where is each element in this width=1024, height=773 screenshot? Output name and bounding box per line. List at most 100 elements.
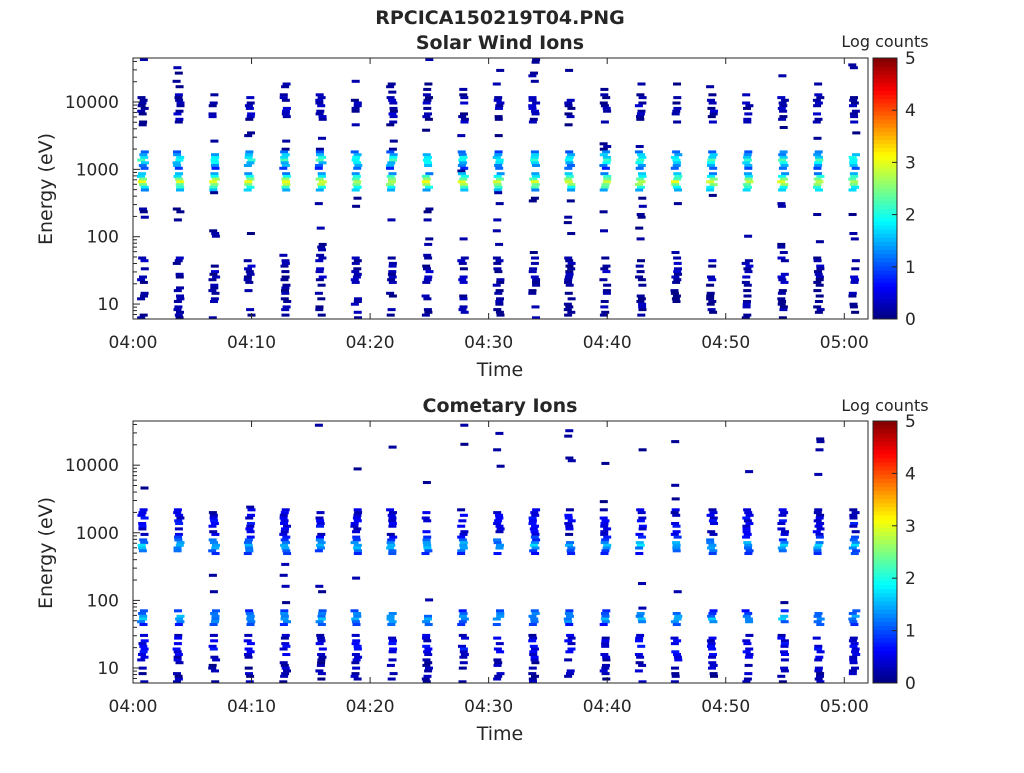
heatmap-cell <box>600 87 609 91</box>
y-tick-label: 100 <box>87 228 119 248</box>
colorbar-swatch <box>873 527 897 532</box>
colorbar-swatch <box>873 470 897 475</box>
heatmap-cell <box>672 543 681 547</box>
heatmap-cell <box>848 291 857 295</box>
heatmap-cell <box>813 153 822 157</box>
heatmap-cell <box>318 155 327 159</box>
heatmap-cell <box>567 459 576 463</box>
heatmap-cell <box>279 532 288 536</box>
colorbar-swatch <box>873 102 897 108</box>
heatmap-cell <box>600 532 609 536</box>
heatmap-cell <box>210 655 219 659</box>
heatmap-cell <box>423 674 432 678</box>
heatmap-cell <box>174 653 183 657</box>
colorbar-swatch <box>873 494 897 500</box>
colorbar-swatch <box>873 233 897 238</box>
heatmap-cell <box>778 188 787 192</box>
heatmap-cell <box>530 617 539 621</box>
heatmap-cell <box>637 617 646 621</box>
heatmap-cell <box>282 109 290 113</box>
heatmap-cell <box>316 522 325 526</box>
colorbar-swatch <box>873 115 897 120</box>
heatmap-cell <box>816 672 825 676</box>
heatmap-cell <box>459 543 468 547</box>
heatmap-cell <box>850 237 859 241</box>
heatmap-cell <box>211 291 220 295</box>
colorbar-tick-label: 5 <box>905 412 916 432</box>
colorbar-swatch <box>873 556 897 561</box>
heatmap-cell <box>457 623 466 627</box>
heatmap-cell <box>209 513 218 517</box>
heatmap-cell <box>638 524 647 528</box>
heatmap-cell <box>353 185 362 189</box>
heatmap-cell <box>423 87 432 91</box>
heatmap-cell <box>318 248 326 252</box>
heatmap-cell <box>424 155 432 159</box>
heatmap-cell <box>565 305 574 309</box>
colorbar-swatch <box>873 106 897 112</box>
heatmap-cell <box>458 680 467 684</box>
heatmap-cell <box>458 614 467 618</box>
heatmap-cell <box>779 126 788 130</box>
colorbar-swatch <box>873 245 897 251</box>
heatmap-cell <box>386 313 395 317</box>
heatmap-cell <box>635 226 644 230</box>
heatmap-cell <box>849 644 858 648</box>
heatmap-cell <box>709 549 718 553</box>
heatmap-cell <box>743 294 752 298</box>
colorbar-tick-label: 1 <box>905 258 916 278</box>
heatmap-cell <box>424 310 433 314</box>
heatmap-cell <box>173 546 182 550</box>
y-axis-label: Energy (eV) <box>35 497 57 609</box>
heatmap-cell <box>708 300 717 304</box>
colorbar-swatch <box>873 564 897 569</box>
heatmap-cell <box>670 511 679 515</box>
heatmap-cell <box>531 612 540 616</box>
heatmap-cell <box>780 183 789 187</box>
heatmap-cell <box>353 612 362 616</box>
heatmap-cell <box>208 112 217 116</box>
heatmap-cell <box>816 96 825 100</box>
heatmap-cell <box>176 614 185 618</box>
heatmap-cell <box>244 267 252 271</box>
heatmap-cell <box>599 516 608 520</box>
heatmap-cell <box>140 215 149 219</box>
heatmap-cell <box>352 155 361 159</box>
heatmap-cell <box>317 623 326 627</box>
heatmap-cell <box>208 573 217 577</box>
colorbar-label: Log counts <box>841 32 928 51</box>
heatmap-cell <box>531 188 540 192</box>
heatmap-cell <box>353 552 362 556</box>
heatmap-cell <box>317 313 326 317</box>
heatmap-cell <box>849 513 858 517</box>
colorbar-swatch <box>873 515 897 520</box>
heatmap-cell <box>779 109 788 113</box>
x-axis-label: Time <box>476 359 524 381</box>
colorbar-swatch <box>873 164 897 169</box>
heatmap-cell <box>849 302 858 306</box>
heatmap-cell <box>246 96 255 100</box>
heatmap-cell <box>780 532 789 536</box>
heatmap-cell <box>602 161 611 165</box>
heatmap-cell <box>638 527 647 531</box>
heatmap-cell <box>493 636 502 640</box>
heatmap-cell <box>494 185 503 189</box>
heatmap-cell <box>815 188 823 192</box>
heatmap-cell <box>317 658 326 662</box>
heatmap-cell <box>138 164 147 168</box>
heatmap-cell <box>209 623 218 627</box>
heatmap-cell <box>638 582 646 586</box>
colorbar-swatch <box>873 531 897 537</box>
heatmap-cell <box>566 669 575 673</box>
heatmap-cell <box>744 546 752 550</box>
colorbar-swatch <box>873 433 897 438</box>
heatmap-cell <box>209 647 218 651</box>
colorbar-swatch <box>873 310 897 316</box>
heatmap-cell <box>173 300 182 304</box>
heatmap-cell <box>672 164 681 168</box>
heatmap-cell <box>282 183 291 187</box>
heatmap-cell <box>281 85 290 89</box>
heatmap-cell <box>492 256 501 260</box>
heatmap-cell <box>316 633 325 637</box>
heatmap-cell <box>565 532 574 536</box>
